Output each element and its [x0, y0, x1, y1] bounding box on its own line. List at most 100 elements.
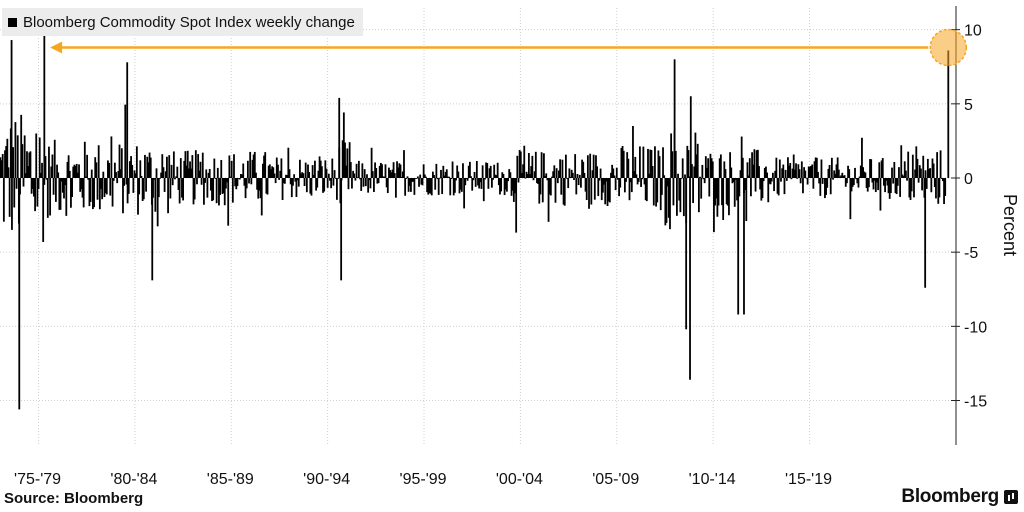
weekly-change-bar [273, 173, 276, 178]
weekly-change-bar [730, 167, 733, 178]
weekly-change-bar [209, 178, 212, 191]
weekly-change-bar [576, 173, 579, 178]
weekly-change-bar [411, 178, 413, 182]
weekly-change-bar [410, 178, 412, 192]
weekly-change-bar [463, 178, 466, 209]
weekly-change-bar [459, 178, 462, 190]
weekly-change-bar [340, 178, 343, 281]
weekly-change-bar [322, 178, 324, 193]
weekly-change-bar [861, 137, 863, 178]
weekly-change-bar [885, 178, 888, 181]
weekly-change-bar [338, 97, 341, 178]
weekly-change-bar [922, 155, 925, 178]
weekly-change-bar [26, 151, 28, 178]
weekly-change-bar [14, 122, 17, 178]
weekly-change-bar [785, 178, 788, 181]
weekly-change-bar [770, 178, 773, 182]
weekly-change-bar [241, 174, 243, 178]
weekly-change-bar [876, 178, 878, 183]
weekly-change-bar [308, 172, 311, 178]
weekly-change-bar [104, 178, 107, 194]
weekly-change-bar [621, 145, 624, 178]
weekly-change-bar [722, 178, 725, 220]
weekly-change-bar [81, 178, 84, 198]
weekly-change-bar [791, 168, 794, 178]
weekly-change-bar [320, 166, 323, 178]
weekly-change-bar [874, 178, 877, 193]
weekly-change-bar [842, 175, 845, 178]
weekly-change-bar [771, 172, 774, 178]
x-tick-label: '80-'84 [110, 471, 157, 488]
weekly-change-bar [844, 178, 847, 187]
weekly-change-bar [437, 178, 440, 195]
weekly-change-bar [889, 178, 892, 194]
weekly-change-bar [119, 169, 122, 178]
weekly-change-bar [827, 168, 830, 178]
weekly-change-bar [92, 178, 94, 210]
weekly-change-bar [347, 178, 350, 190]
weekly-change-bar [909, 178, 912, 200]
weekly-change-bar [212, 178, 215, 201]
weekly-change-bar [760, 178, 763, 201]
weekly-change-bar [658, 156, 661, 178]
weekly-change-bar [287, 147, 290, 178]
weekly-change-bar [21, 144, 24, 178]
weekly-change-bar [867, 178, 870, 188]
weekly-change-bar [452, 178, 455, 196]
y-tick-label: 10 [964, 23, 982, 40]
weekly-change-bar [517, 178, 520, 183]
weekly-change-bar [544, 175, 546, 178]
weekly-change-bar [834, 173, 837, 178]
weekly-change-bar [243, 178, 246, 186]
weekly-change-bar [687, 150, 690, 178]
weekly-change-bar [618, 178, 620, 197]
weekly-change-bar [294, 178, 297, 182]
weekly-change-bar [699, 176, 701, 178]
weekly-change-bar [608, 178, 611, 203]
weekly-change-bar [466, 178, 469, 181]
weekly-change-bar [130, 156, 132, 178]
weekly-change-bar [288, 169, 291, 178]
weekly-change-bar [850, 178, 853, 192]
weekly-change-bar [526, 174, 529, 178]
weekly-change-bar [649, 149, 652, 178]
weekly-change-bar [43, 35, 46, 178]
x-tick-label: '75-'79 [14, 471, 61, 488]
weekly-change-bar [52, 178, 55, 195]
weekly-change-bar [947, 50, 950, 178]
weekly-change-bar [518, 150, 521, 178]
weekly-change-bar [509, 172, 512, 178]
weekly-change-bar [324, 160, 327, 178]
arrow-head [50, 41, 63, 54]
weekly-change-bar [815, 157, 818, 178]
weekly-change-bar [648, 173, 651, 178]
weekly-change-bar [65, 178, 68, 216]
weekly-change-bar [149, 157, 152, 178]
weekly-change-bar [207, 172, 210, 178]
weekly-change-bar [607, 178, 610, 202]
weekly-change-bar [798, 169, 801, 178]
weekly-change-bar [708, 178, 711, 197]
weekly-change-bar [895, 178, 898, 195]
weekly-change-bar [248, 178, 250, 184]
weekly-change-bar [325, 168, 328, 178]
weekly-change-bar [737, 178, 740, 315]
weekly-change-bar [870, 159, 873, 178]
weekly-change-bar [891, 167, 893, 178]
weekly-change-bar [719, 154, 722, 178]
weekly-change-bar [563, 178, 566, 206]
weekly-change-bar [676, 178, 678, 216]
weekly-change-bar [145, 178, 147, 192]
weekly-change-bar [451, 161, 454, 178]
weekly-change-bar [937, 178, 940, 204]
weekly-change-bar [583, 172, 586, 178]
weekly-change-bar [356, 177, 359, 179]
weekly-change-bar [203, 178, 205, 205]
weekly-change-bar [637, 178, 640, 182]
legend-label: Bloomberg Commodity Spot Index weekly ch… [23, 13, 355, 31]
weekly-change-bar [596, 166, 599, 178]
weekly-change-bar [597, 178, 600, 197]
weekly-change-bar [159, 178, 161, 179]
weekly-change-bar [116, 178, 119, 184]
weekly-change-bar [689, 178, 691, 380]
